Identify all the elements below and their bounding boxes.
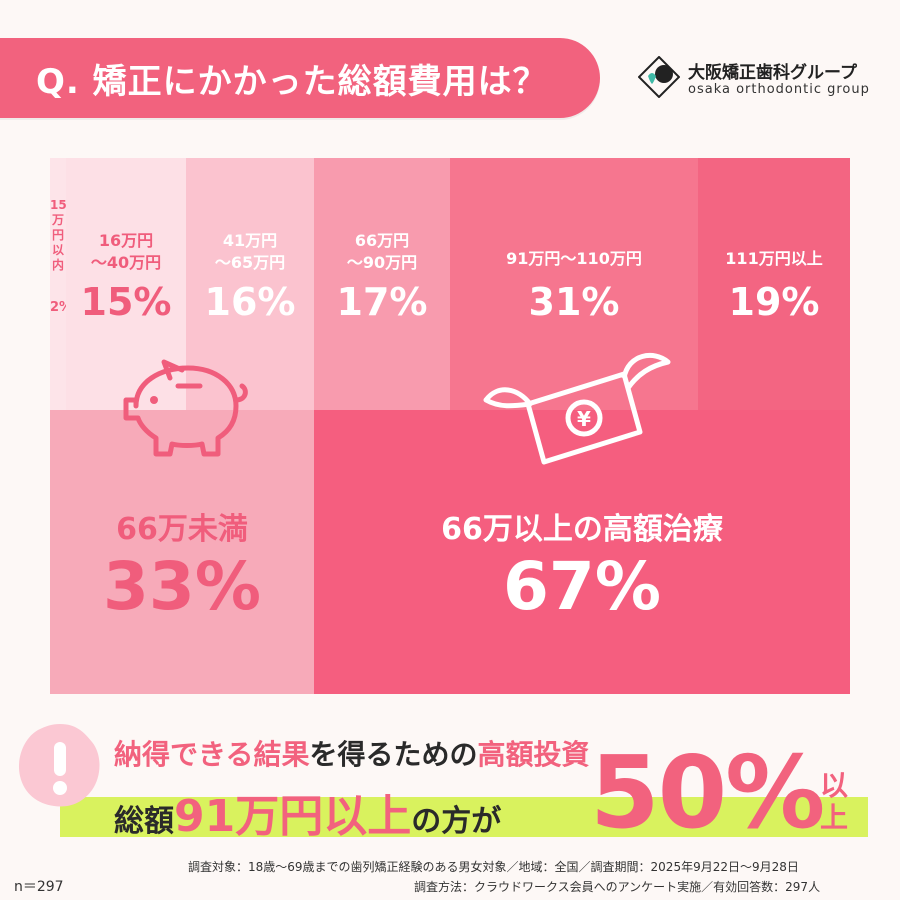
svg-text:¥: ¥ xyxy=(577,407,591,431)
callout-line-2-a: 総額 xyxy=(114,804,174,839)
category-label: 16万円 ～40万円 xyxy=(90,231,162,272)
flying-money-icon: ¥ xyxy=(483,352,671,465)
group-value: 67% xyxy=(503,548,661,625)
category-tile xyxy=(186,158,314,410)
piggy-bank-icon xyxy=(123,359,248,457)
question-title: Q. 矯正にかかった総額費用は？ xyxy=(36,62,548,102)
fifty-percent-value: 50% xyxy=(590,734,825,851)
exclamation-icon xyxy=(18,724,100,807)
callout-line-1-c: 高額投資 xyxy=(477,738,590,771)
category-tile xyxy=(50,158,66,410)
group-label: 66万以上の高額治療 xyxy=(441,512,723,547)
group-label: 66万未満 xyxy=(116,512,248,547)
callout-line-2-b: 91万円以上 xyxy=(174,791,412,842)
group-tile xyxy=(314,410,850,694)
category-value: 31% xyxy=(528,280,620,324)
callout-line-1: 納得できる結果を得るための高額投資 xyxy=(114,733,589,773)
logo-name-en: osaka orthodontic group xyxy=(688,82,870,97)
callout-line-1-b: を得るための xyxy=(309,738,478,771)
callout-line-2-c: の方が xyxy=(411,804,502,839)
question-banner xyxy=(0,38,600,118)
group-tile xyxy=(50,410,314,694)
survey-info-line-1: 調査対象：18歳～69歳までの歯列矯正経験のある男女対象／地域：全国／調査期間：… xyxy=(188,860,799,874)
ijou-label-2: 上 xyxy=(820,801,849,834)
category-value: 2% xyxy=(50,300,73,315)
ijou-label-1: 以 xyxy=(820,769,849,802)
category-value: 17% xyxy=(336,280,428,324)
callout-line-1-a: 納得できる結果 xyxy=(114,738,310,771)
category-label: 15 万 円 以 内 xyxy=(50,198,67,272)
category-tile xyxy=(698,158,850,410)
cost-treemap-chart: 66万未満 33% 15 万 円 以 内 2% 16万円 ～40万円 15% 41万円 ～6… xyxy=(50,158,850,694)
category-tile xyxy=(314,158,450,410)
callout-line-2: 総額91万円以上の方が xyxy=(114,780,501,844)
highlight-band xyxy=(60,797,868,837)
logo-name: 大阪矯正歯科グループ xyxy=(688,63,857,83)
category-value: 15% xyxy=(80,280,172,324)
category-label: 41万円 ～65万円 xyxy=(214,231,286,272)
sample-size: n＝297 xyxy=(14,879,64,895)
category-label: 111万円以上 xyxy=(725,249,823,268)
group-value: 33% xyxy=(103,548,261,625)
category-value: 19% xyxy=(728,280,820,324)
survey-info-line-2: 調査方法：クラウドワークス会員へのアンケート実施／有効回答数：297人 xyxy=(414,880,821,894)
category-label: 91万円～110万円 xyxy=(506,249,642,268)
tooth-logo-icon xyxy=(638,56,680,98)
category-value: 16% xyxy=(204,280,296,324)
category-label: 66万円 ～90万円 xyxy=(346,231,418,272)
